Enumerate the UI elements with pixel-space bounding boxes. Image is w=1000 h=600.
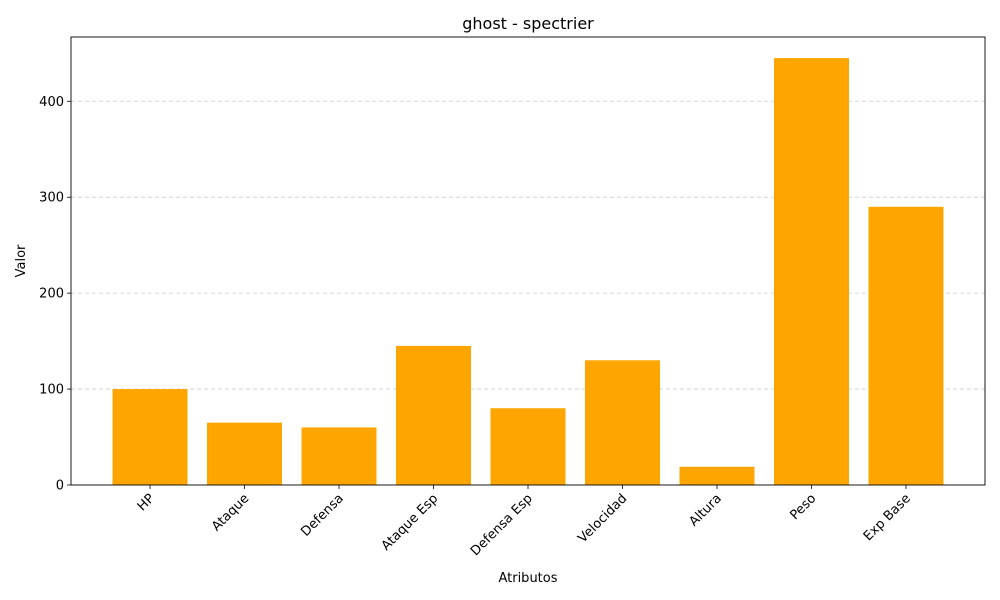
x-tick-label: Ataque (209, 491, 252, 534)
plot-frame (70, 36, 986, 486)
bar-velocidad (585, 360, 660, 485)
x-axis-title: Atributos (498, 571, 557, 586)
x-tick-label: Exp Base (861, 491, 914, 544)
y-axis-title: Valor (14, 244, 29, 277)
bars-layer (112, 58, 944, 486)
x-tick-label: Ataque Esp (379, 491, 442, 554)
y-tick-label: 100 (39, 383, 64, 398)
x-tick-label: Defensa Esp (468, 491, 536, 559)
grid-layer (71, 100, 985, 390)
bar-defensa (301, 427, 377, 485)
bar-peso (774, 58, 849, 486)
y-tick-label: 200 (39, 287, 64, 302)
bar-ataque-esp (396, 345, 471, 485)
y-tick-label: 400 (39, 95, 64, 110)
y-tick-label: 0 (56, 479, 64, 494)
bar-altura (679, 466, 755, 485)
x-tick-label: HP (135, 491, 158, 514)
bar-ataque (207, 422, 282, 485)
bar-hp (112, 389, 188, 485)
bar-defensa-esp (490, 408, 566, 485)
chart-title: ghost - spectrier (462, 14, 594, 33)
x-tick-label: Altura (687, 491, 725, 529)
x-tick-label: Peso (787, 491, 819, 523)
x-tick-label: Velocidad (575, 491, 630, 546)
bar-exp-base (868, 206, 944, 486)
y-tick-label: 300 (39, 191, 64, 206)
x-tick-label: Defensa (298, 491, 346, 539)
